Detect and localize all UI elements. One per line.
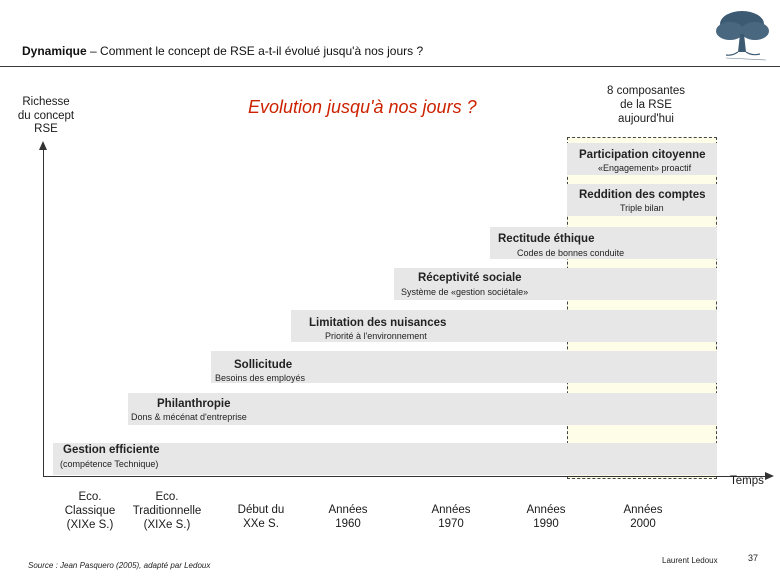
step-title: Sollicitude: [234, 359, 293, 371]
period-label: Début du XXe S.: [226, 503, 296, 531]
step-subtitle: «Engagement» proactif: [598, 163, 692, 173]
author-name: Laurent Ledoux: [662, 556, 718, 565]
step-subtitle: Dons & mécénat d'entreprise: [131, 412, 247, 422]
step-title: Rectitude éthique: [498, 233, 595, 245]
period-line: Traditionnelle: [132, 505, 202, 517]
period-line: Eco.: [78, 491, 102, 503]
step-bar: [53, 443, 717, 475]
period-line: 1970: [438, 518, 464, 530]
step-title: Gestion efficiente: [63, 444, 160, 456]
step-subtitle: Codes de bonnes conduite: [517, 248, 625, 258]
y-axis: [43, 148, 44, 476]
period-line: Eco.: [155, 491, 179, 503]
tree-icon: [702, 4, 778, 66]
period-line: Début du: [237, 504, 285, 516]
y-axis-arrow: [39, 141, 47, 150]
components-note: 8 composantes de la RSE aujourd'hui: [598, 84, 694, 126]
header-rule: [0, 66, 780, 67]
period-line: Années: [526, 504, 566, 516]
period-line: Années: [623, 504, 663, 516]
step-subtitle: Triple bilan: [620, 203, 664, 213]
step-title: Limitation des nuisances: [309, 317, 447, 329]
period-line: 1990: [533, 518, 559, 530]
components-note-line: 8 composantes: [607, 85, 685, 97]
step-bar: [128, 393, 717, 425]
step-subtitle: Besoins des employés: [215, 373, 306, 383]
step-title: Participation citoyenne: [579, 149, 706, 161]
x-axis: [43, 476, 765, 477]
period-label: Années 2000: [613, 503, 673, 531]
period-line: XXe S.: [243, 518, 279, 530]
y-axis-label-line: Richesse: [22, 96, 70, 108]
period-label: Eco. Traditionnelle (XIXe S.): [122, 490, 212, 532]
page-number: 37: [748, 553, 759, 563]
step-bar: [490, 227, 717, 259]
step-bar: [291, 310, 717, 342]
header-title-bold: Dynamique: [22, 44, 87, 58]
period-label: Années 1960: [318, 503, 378, 531]
y-axis-label-line: du concept: [17, 109, 75, 122]
step-title: Réceptivité sociale: [418, 272, 522, 284]
step-bar: [567, 184, 717, 216]
period-line: (XIXe S.): [66, 519, 114, 531]
period-label: Années 1990: [516, 503, 576, 531]
period-line: Classique: [64, 505, 116, 517]
period-line: Années: [431, 504, 471, 516]
y-axis-label-line: RSE: [34, 123, 58, 135]
slide-header: Dynamique – Comment le concept de RSE a-…: [22, 44, 423, 58]
step-bar: [567, 143, 717, 175]
x-axis-label: Temps: [730, 475, 764, 487]
step-subtitle: Priorité à l'environnement: [325, 331, 427, 341]
period-line: Années: [328, 504, 368, 516]
period-label: Années 1970: [421, 503, 481, 531]
step-title: Reddition des comptes: [579, 189, 706, 201]
step-bar: [394, 268, 717, 300]
period-label: Eco. Classique (XIXe S.): [52, 490, 128, 532]
components-note-line: aujourd'hui: [618, 113, 674, 125]
period-line: (XIXe S.): [143, 519, 191, 531]
step-subtitle: (compétence Technique): [60, 459, 159, 469]
header-title-rest: – Comment le concept de RSE a-t-il évolu…: [86, 44, 424, 58]
step-subtitle: Système de «gestion sociétale»: [401, 287, 529, 297]
step-title: Philanthropie: [157, 398, 231, 410]
main-title: Evolution jusqu'à nos jours ?: [248, 97, 477, 117]
period-line: 1960: [335, 518, 361, 530]
y-axis-label: Richesse du concept RSE: [6, 96, 86, 137]
period-line: 2000: [630, 518, 656, 530]
x-axis-arrow: [765, 472, 774, 480]
source-note: Source : Jean Pasquero (2005), adapté pa…: [28, 561, 211, 570]
step-bar: [211, 351, 717, 383]
components-note-line: de la RSE: [620, 99, 672, 111]
